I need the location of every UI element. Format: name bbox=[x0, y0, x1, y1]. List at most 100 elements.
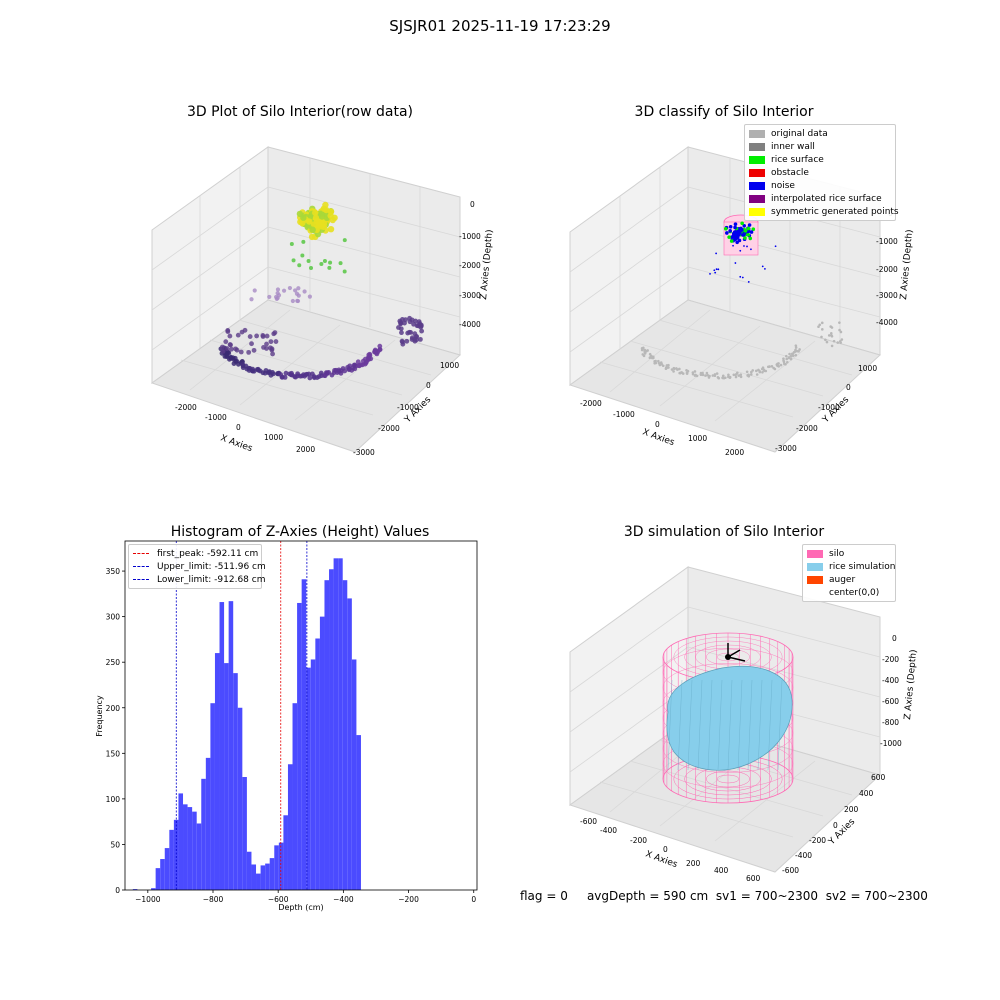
original-point bbox=[820, 328, 824, 331]
original-point bbox=[699, 371, 703, 375]
legend-item-symmetric: symmetric generated points bbox=[749, 205, 899, 218]
raw-point bbox=[372, 347, 378, 353]
raw-point bbox=[234, 358, 240, 364]
legend-label: Upper_limit: -511.96 cm bbox=[157, 561, 266, 572]
original-point bbox=[642, 354, 646, 358]
plot4-ytick: 0 bbox=[833, 821, 838, 830]
plot1-zlabel: Z Axies (Depth) bbox=[479, 229, 495, 300]
plot1-tick-labels: -2000 -1000 0 1000 2000 1000 0 -1000 -20… bbox=[175, 200, 481, 457]
histogram-vlines bbox=[175, 541, 308, 890]
raw-point bbox=[270, 351, 275, 357]
raw-point bbox=[228, 342, 233, 348]
raw-point bbox=[308, 233, 316, 241]
raw-point bbox=[264, 346, 269, 351]
raw-point bbox=[307, 294, 312, 299]
raw-point bbox=[416, 319, 422, 325]
noise-point bbox=[732, 244, 734, 247]
raw-point bbox=[242, 327, 248, 333]
status-footer: flag = 0 avgDepth = 590 cm sv1 = 700~230… bbox=[520, 889, 928, 903]
classified-point bbox=[727, 235, 731, 239]
raw-point bbox=[297, 263, 302, 268]
histogram-bar bbox=[342, 580, 348, 890]
plot2-grid bbox=[569, 158, 881, 422]
plot2-tick-labels: -2000 -1000 0 1000 2000 1000 0 -1000 -20… bbox=[580, 209, 898, 457]
legend-swatch bbox=[807, 562, 823, 571]
raw-point bbox=[419, 328, 425, 334]
original-point bbox=[794, 348, 797, 352]
histogram-xtick-label: −1000 bbox=[135, 895, 161, 904]
original-point bbox=[716, 376, 720, 379]
original-point bbox=[678, 367, 681, 371]
raw-point bbox=[250, 366, 256, 372]
rice-surface-mesh bbox=[697, 679, 703, 771]
raw-point bbox=[327, 265, 332, 270]
raw-point bbox=[307, 375, 313, 381]
original-point bbox=[824, 338, 827, 342]
noise-point bbox=[750, 248, 752, 251]
flag-text: flag = 0 bbox=[520, 889, 568, 903]
plot4-xtick: 600 bbox=[746, 874, 761, 883]
plot4-ytick: -200 bbox=[809, 836, 826, 845]
histogram-bar bbox=[228, 601, 234, 890]
raw-point bbox=[290, 298, 295, 304]
plot2-xtick: -2000 bbox=[580, 399, 602, 408]
histogram-ytick-label: 0 bbox=[115, 886, 120, 895]
raw-point bbox=[273, 339, 279, 344]
original-point bbox=[789, 357, 793, 361]
raw-point bbox=[268, 339, 274, 345]
original-point bbox=[818, 323, 822, 327]
histogram-ytick-label: 350 bbox=[106, 567, 121, 576]
raw-point bbox=[398, 321, 404, 327]
classified-point bbox=[746, 229, 751, 233]
plot2-title: 3D classify of Silo Interior bbox=[634, 104, 814, 120]
classified-point bbox=[743, 236, 747, 240]
legend-item-center: center(0,0) bbox=[807, 586, 891, 599]
histogram-ytick-label: 50 bbox=[110, 840, 120, 849]
classified-point bbox=[742, 223, 747, 228]
histogram-bar bbox=[233, 673, 238, 890]
noise-point bbox=[764, 267, 766, 270]
raw-point bbox=[260, 333, 266, 338]
plot2-legend: original data inner wall rice surface ob… bbox=[744, 124, 899, 221]
raw-point bbox=[418, 324, 424, 330]
histogram-bar bbox=[292, 703, 298, 890]
classified-point bbox=[728, 224, 733, 229]
legend-line bbox=[133, 579, 149, 580]
histogram-bar bbox=[164, 848, 170, 890]
legend-label: noise bbox=[771, 180, 795, 191]
plot2-floor-pane bbox=[568, 299, 881, 453]
histogram-bar bbox=[274, 845, 279, 890]
original-point bbox=[670, 368, 674, 371]
raw-point bbox=[309, 265, 314, 270]
legend-label: rice surface bbox=[771, 154, 824, 165]
raw-point bbox=[291, 258, 296, 263]
rice-simulation-surface bbox=[666, 665, 793, 771]
auger-marker bbox=[725, 643, 746, 662]
original-point bbox=[777, 362, 780, 365]
legend-item-interpolated: interpolated rice surface bbox=[749, 192, 891, 205]
legend-label: interpolated rice surface bbox=[771, 193, 882, 204]
plot1-ztick: -1000 bbox=[459, 232, 481, 241]
original-point bbox=[830, 334, 833, 337]
original-point bbox=[648, 356, 652, 360]
plot1-title: 3D Plot of Silo Interior(row data) bbox=[186, 104, 414, 120]
noise-point bbox=[761, 265, 764, 268]
raw-point bbox=[267, 294, 272, 300]
plot2-ytick: -2000 bbox=[796, 424, 818, 433]
raw-point bbox=[340, 366, 346, 371]
original-point bbox=[705, 371, 709, 375]
original-point bbox=[691, 371, 695, 374]
rice-surface-mesh bbox=[767, 679, 773, 771]
plot1-ytick: -3000 bbox=[353, 448, 375, 457]
legend-label: original data bbox=[771, 128, 828, 139]
center-point bbox=[725, 654, 731, 660]
noise-point bbox=[743, 245, 745, 247]
raw-point bbox=[246, 349, 252, 355]
original-point bbox=[830, 344, 834, 348]
original-point bbox=[785, 357, 789, 361]
raw-point bbox=[273, 294, 279, 300]
legend-label: symmetric generated points bbox=[771, 206, 899, 217]
raw-point bbox=[319, 262, 324, 267]
original-point bbox=[732, 373, 736, 377]
raw-point bbox=[399, 330, 404, 336]
